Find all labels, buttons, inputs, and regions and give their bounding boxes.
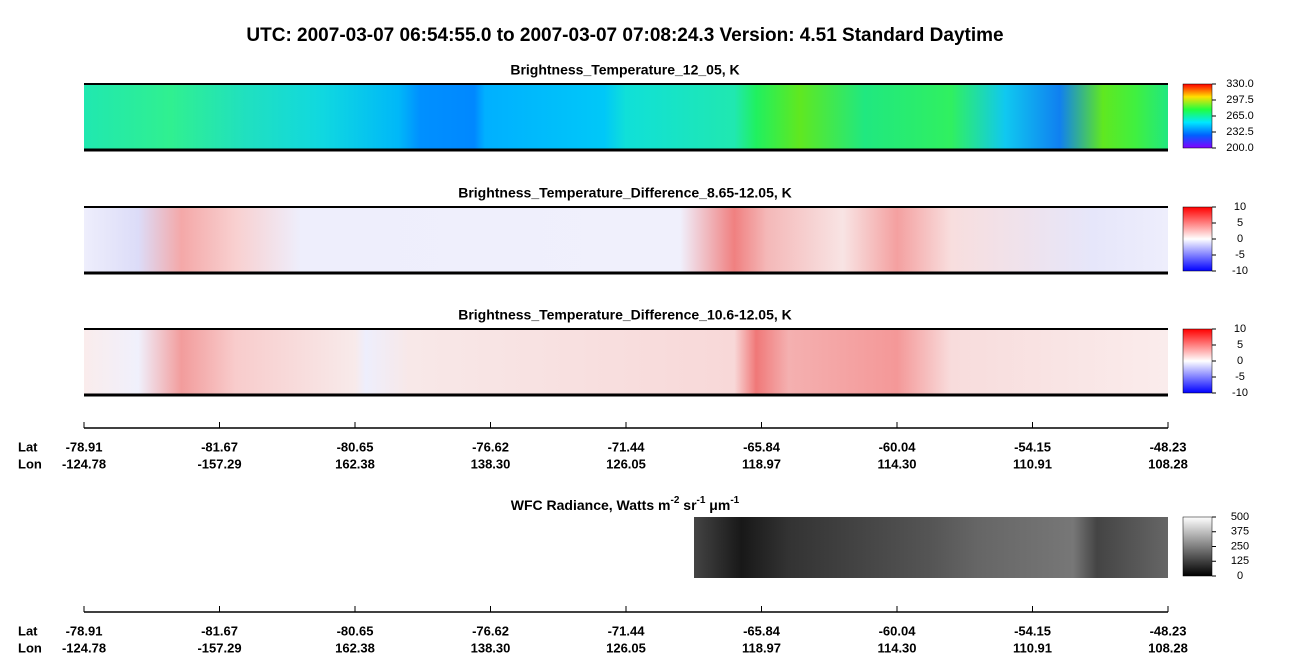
lat-tick-label: -71.44: [608, 623, 646, 638]
colorbar-tick-label: -5: [1235, 371, 1245, 383]
lon-tick-label: 108.28: [1148, 640, 1188, 655]
lon-tick-label: -157.29: [197, 640, 241, 655]
colorbar-tick-label: 0: [1237, 570, 1243, 582]
lat-tick-label: -71.44: [608, 439, 646, 454]
colorbar-tick-label: 250: [1231, 540, 1249, 552]
lon-tick-label: -124.78: [62, 640, 106, 655]
lon-tick-label: 126.05: [606, 456, 646, 471]
lat-tick-label: -48.23: [1150, 439, 1187, 454]
lon-tick-label: 138.30: [471, 640, 511, 655]
colorbar-tick-label: -5: [1235, 249, 1245, 261]
colorbar-tick-label: 330.0: [1226, 78, 1254, 90]
colorbar-tick-label: 5: [1237, 339, 1243, 351]
lon-tick-label: 108.28: [1148, 456, 1188, 471]
lon-label: Lon: [18, 456, 42, 471]
wfc-title-sup: -2: [670, 495, 679, 506]
colorbar: [1182, 328, 1213, 394]
lon-tick-label: 118.97: [742, 456, 781, 471]
colorbar-tick-label: 375: [1231, 526, 1249, 538]
lon-tick-label: 162.38: [335, 640, 375, 655]
colorbar-tick-label: 232.5: [1226, 126, 1254, 138]
colorbar-tick-label: 10: [1234, 323, 1246, 335]
lon-tick-label: 126.05: [606, 640, 646, 655]
wfc-title-part: μm: [705, 497, 730, 513]
colorbar-tick-label: 0: [1237, 355, 1243, 367]
lat-tick-label: -54.15: [1014, 623, 1051, 638]
colorbar-tick-label: 125: [1231, 555, 1249, 567]
lat-tick-label: -65.84: [743, 623, 781, 638]
lon-tick-label: 110.91: [1013, 640, 1052, 655]
wfc-title-part: sr: [679, 497, 697, 513]
lon-tick-label: -157.29: [197, 456, 241, 471]
colorbar-tick-label: 0: [1237, 233, 1243, 245]
panel-title: Brightness_Temperature_Difference_8.65-1…: [458, 185, 792, 201]
panel-image: [84, 84, 1168, 150]
lat-tick-label: -80.65: [337, 623, 374, 638]
lat-tick-label: -76.62: [472, 439, 509, 454]
colorbar-tick-label: -10: [1232, 387, 1248, 399]
wfc-title-sup: -1: [730, 495, 739, 506]
wfc-title: WFC Radiance, Watts m-2 sr-1 μm-1: [511, 495, 740, 513]
lat-label: Lat: [18, 623, 38, 638]
lat-tick-label: -78.91: [66, 439, 103, 454]
wfc-title-sup: -1: [697, 495, 706, 506]
wfc-title-part: WFC Radiance, Watts m: [511, 497, 671, 513]
colorbar-tick-label: -10: [1232, 265, 1248, 277]
lon-tick-label: 110.91: [1013, 456, 1052, 471]
colorbar-tick-label: 297.5: [1226, 94, 1254, 106]
colorbar-tick-label: 5: [1237, 217, 1243, 229]
lat-tick-label: -81.67: [201, 439, 238, 454]
colorbar-tick-label: 265.0: [1226, 110, 1254, 122]
lat-tick-label: -81.67: [201, 623, 238, 638]
lat-tick-label: -60.04: [879, 623, 917, 638]
lon-tick-label: 138.30: [471, 456, 511, 471]
lat-tick-label: -48.23: [1150, 623, 1187, 638]
lon-tick-label: 118.97: [742, 640, 781, 655]
lat-tick-label: -78.91: [66, 623, 103, 638]
lat-label: Lat: [18, 439, 38, 454]
lon-tick-label: 114.30: [877, 456, 916, 471]
wfc-image: [694, 517, 1168, 578]
wfc-colorbar: [1182, 516, 1213, 577]
lat-tick-label: -76.62: [472, 623, 509, 638]
lat-tick-label: -65.84: [743, 439, 781, 454]
colorbar-tick-label: 500: [1231, 511, 1249, 523]
panel-title: Brightness_Temperature_12_05, K: [510, 62, 739, 78]
lon-tick-label: 114.30: [877, 640, 916, 655]
lon-tick-label: 162.38: [335, 456, 375, 471]
panel-image: [84, 329, 1168, 395]
lon-label: Lon: [18, 640, 42, 655]
colorbar-tick-label: 200.0: [1226, 142, 1254, 154]
panel-title: Brightness_Temperature_Difference_10.6-1…: [458, 307, 792, 323]
lat-tick-label: -54.15: [1014, 439, 1051, 454]
figure-title: UTC: 2007-03-07 06:54:55.0 to 2007-03-07…: [246, 25, 1003, 46]
colorbar-tick-label: 10: [1234, 201, 1246, 213]
lat-tick-label: -60.04: [879, 439, 917, 454]
colorbar: [1182, 206, 1213, 272]
colorbar: [1182, 83, 1213, 149]
lat-tick-label: -80.65: [337, 439, 374, 454]
panel-image: [84, 207, 1168, 273]
lon-tick-label: -124.78: [62, 456, 106, 471]
